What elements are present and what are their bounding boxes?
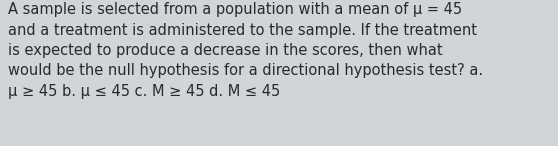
Text: A sample is selected from a population with a mean of μ = 45
and a treatment is : A sample is selected from a population w… <box>8 2 483 99</box>
